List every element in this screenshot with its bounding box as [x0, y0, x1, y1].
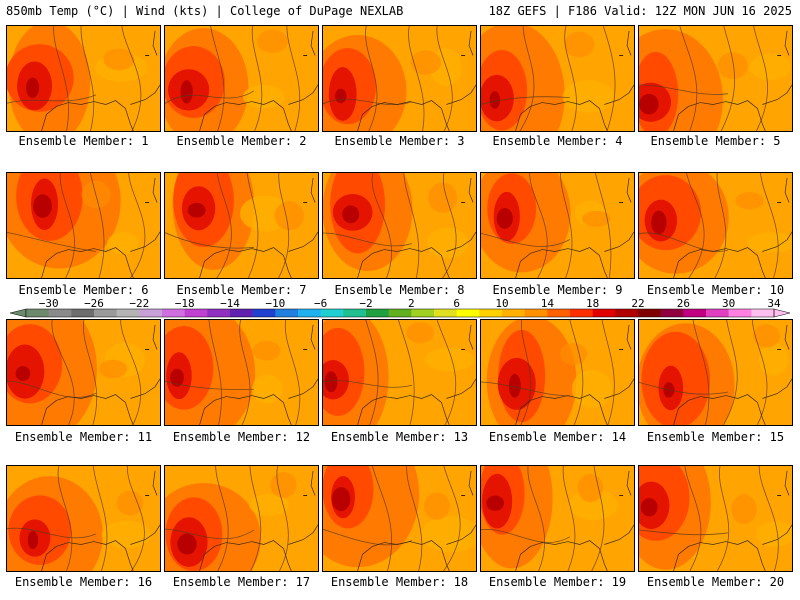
- colorbar-tick-label: −14: [220, 297, 240, 310]
- colorbar-swatch: [479, 309, 503, 317]
- colorbar-tick-label: −6: [314, 297, 327, 310]
- colorbar-swatch: [547, 309, 571, 317]
- colorbar-swatch: [683, 309, 707, 317]
- colorbar-tick-label: 10: [495, 297, 508, 310]
- ensemble-member-label: Ensemble Member: 9: [492, 283, 623, 297]
- ensemble-member-label: Ensemble Member: 2: [176, 134, 307, 148]
- ensemble-member-map-19: [480, 465, 635, 572]
- ensemble-member-label: Ensemble Member: 10: [646, 283, 785, 297]
- colorbar-swatch: [570, 309, 593, 317]
- colorbar-tick-label: 18: [586, 297, 599, 310]
- colorbar-tick-label: 34: [767, 297, 781, 310]
- ensemble-member-map-5: [638, 25, 793, 132]
- ensemble-member-label: Ensemble Member: 3: [334, 134, 465, 148]
- colorbar-swatch: [343, 309, 367, 317]
- ensemble-member-label: Ensemble Member: 1: [18, 134, 149, 148]
- colorbar-swatch: [207, 309, 231, 317]
- ensemble-member-map-14: [480, 319, 635, 426]
- ensemble-member-map-2: [164, 25, 319, 132]
- colorbar-tick-label: −2: [359, 297, 372, 310]
- colorbar-tick-label: 22: [631, 297, 644, 310]
- colorbar-tick-label: −18: [175, 297, 195, 310]
- ensemble-member-label: Ensemble Member: 17: [172, 575, 311, 589]
- colorbar-swatch: [638, 309, 661, 317]
- colorbar-swatch: [615, 309, 639, 317]
- colorbar-tick-label: −30: [39, 297, 59, 310]
- ensemble-member-map-15: [638, 319, 793, 426]
- colorbar-swatch: [275, 309, 299, 317]
- colorbar-swatch: [116, 309, 140, 317]
- valid-time-label: 18Z GEFS | F186 Valid: 12Z MON JUN 16 20…: [488, 4, 792, 18]
- ensemble-member-label: Ensemble Member: 18: [330, 575, 469, 589]
- ensemble-member-label: Ensemble Member: 6: [18, 283, 149, 297]
- ensemble-member-map-3: [322, 25, 477, 132]
- ensemble-member-map-18: [322, 465, 477, 572]
- colorbar-tick-label: 2: [408, 297, 415, 310]
- ensemble-member-map-8: [322, 172, 477, 279]
- map-title: 850mb Temp (°C) | Wind (kts) | College o…: [6, 4, 404, 18]
- ensemble-member-map-17: [164, 465, 319, 572]
- colorbar-tick-label: 26: [677, 297, 690, 310]
- ensemble-member-label: Ensemble Member: 20: [646, 575, 785, 589]
- colorbar-swatch: [502, 309, 525, 317]
- ensemble-member-map-9: [480, 172, 635, 279]
- colorbar-swatch: [706, 309, 729, 317]
- ensemble-member-map-13: [322, 319, 477, 426]
- colorbar-swatch: [162, 309, 185, 317]
- ensemble-member-label: Ensemble Member: 7: [176, 283, 307, 297]
- ensemble-member-label: Ensemble Member: 11: [14, 430, 153, 444]
- colorbar-tick-label: −26: [84, 297, 104, 310]
- ensemble-member-map-7: [164, 172, 319, 279]
- colorbar-swatch: [71, 309, 95, 317]
- ensemble-member-label: Ensemble Member: 12: [172, 430, 311, 444]
- colorbar-swatch: [592, 309, 616, 317]
- ensemble-member-label: Ensemble Member: 15: [646, 430, 785, 444]
- temperature-colorbar: −30−26−22−18−14−10−6−2261014182226303438…: [9, 297, 791, 318]
- colorbar-swatch: [139, 309, 163, 317]
- colorbar-swatch: [524, 309, 548, 317]
- colorbar-swatch: [456, 309, 480, 317]
- ensemble-member-label: Ensemble Member: 19: [488, 575, 627, 589]
- ensemble-member-map-1: [6, 25, 161, 132]
- colorbar-swatch: [751, 309, 775, 317]
- colorbar-arrow-high: [773, 308, 791, 318]
- colorbar-swatch: [252, 309, 276, 317]
- colorbar-arrow-low: [9, 308, 27, 318]
- colorbar-swatch: [230, 309, 253, 317]
- ensemble-member-label: Ensemble Member: 8: [334, 283, 465, 297]
- colorbar-swatch: [94, 309, 117, 317]
- colorbar-swatch: [411, 309, 435, 317]
- ensemble-member-label: Ensemble Member: 14: [488, 430, 627, 444]
- colorbar-swatch: [320, 309, 344, 317]
- colorbar-swatch: [434, 309, 457, 317]
- ensemble-member-map-10: [638, 172, 793, 279]
- colorbar-tick-label: 6: [453, 297, 460, 310]
- colorbar-swatch: [660, 309, 684, 317]
- colorbar-swatch: [388, 309, 412, 317]
- colorbar-tick-label: 14: [541, 297, 555, 310]
- ensemble-member-map-12: [164, 319, 319, 426]
- ensemble-member-map-6: [6, 172, 161, 279]
- colorbar-swatch: [184, 309, 208, 317]
- colorbar-swatch: [366, 309, 389, 317]
- colorbar-tick-label: 30: [722, 297, 735, 310]
- colorbar-swatch: [728, 309, 752, 317]
- colorbar-swatch: [48, 309, 72, 317]
- ensemble-member-label: Ensemble Member: 5: [650, 134, 781, 148]
- colorbar-tick-label: −22: [129, 297, 149, 310]
- ensemble-member-label: Ensemble Member: 16: [14, 575, 153, 589]
- ensemble-member-label: Ensemble Member: 4: [492, 134, 623, 148]
- ensemble-member-map-16: [6, 465, 161, 572]
- colorbar-tick-label: −10: [265, 297, 285, 310]
- ensemble-member-map-4: [480, 25, 635, 132]
- ensemble-member-map-11: [6, 319, 161, 426]
- ensemble-member-label: Ensemble Member: 13: [330, 430, 469, 444]
- ensemble-member-map-20: [638, 465, 793, 572]
- colorbar-swatch: [26, 309, 49, 317]
- colorbar-swatch: [298, 309, 321, 317]
